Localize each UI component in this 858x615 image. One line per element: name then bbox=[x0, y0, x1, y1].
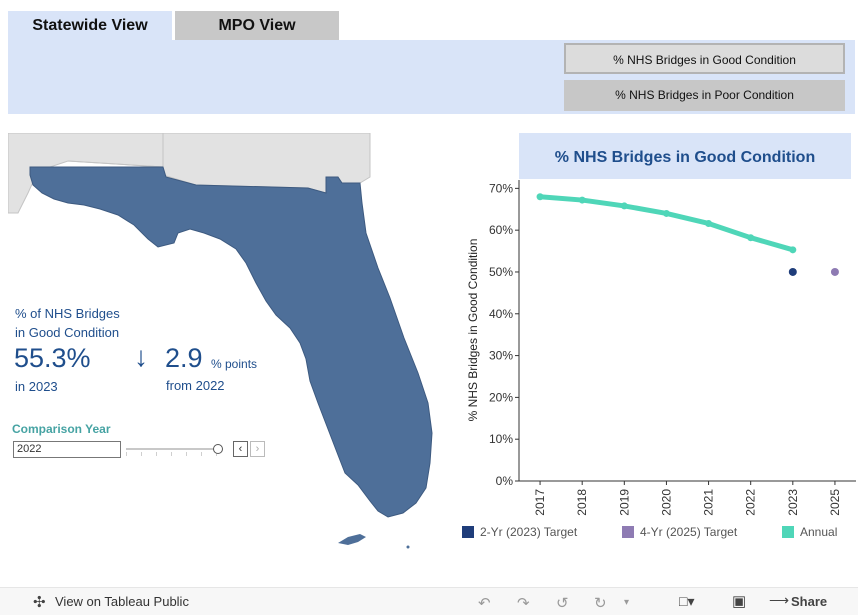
legend-swatch-4yr bbox=[622, 526, 634, 538]
legend-item-4yr-target[interactable]: 4-Yr (2025) Target bbox=[622, 525, 737, 539]
x-tick-label: 2025 bbox=[828, 489, 842, 516]
series-layer bbox=[536, 193, 839, 276]
good-condition-button[interactable]: % NHS Bridges in Good Condition bbox=[564, 43, 845, 74]
download-icon[interactable]: □▾ bbox=[679, 593, 695, 609]
legend-item-2yr-target[interactable]: 2-Yr (2023) Target bbox=[462, 525, 577, 539]
legend-label-annual: Annual bbox=[800, 525, 838, 539]
legend-item-annual[interactable]: Annual bbox=[782, 525, 837, 539]
refresh-icon[interactable]: ↻ bbox=[594, 595, 607, 612]
comparison-year-slider-track[interactable] bbox=[126, 448, 218, 450]
kpi-title-line2: in Good Condition bbox=[15, 325, 120, 340]
chart-legend: 2-Yr (2023) Target 4-Yr (2025) Target An… bbox=[460, 522, 858, 544]
target-2023-point bbox=[788, 267, 797, 276]
florida-map[interactable] bbox=[7, 132, 458, 553]
annual-point-2019 bbox=[620, 202, 628, 210]
poor-condition-button[interactable]: % NHS Bridges in Poor Condition bbox=[564, 80, 845, 111]
x-axis: 2017 2018 2019 2020 2021 2022 2023 2025 bbox=[519, 480, 856, 516]
y-tick-label: 60% bbox=[489, 223, 513, 237]
next-year-button[interactable]: › bbox=[250, 441, 265, 457]
chart-title: % NHS Bridges in Good Condition bbox=[519, 133, 851, 179]
kpi-change-year: from 2022 bbox=[166, 378, 225, 393]
x-tick-label: 2022 bbox=[744, 489, 758, 516]
kpi-change-value: 2.9 bbox=[165, 343, 203, 373]
tab-statewide-view[interactable]: Statewide View bbox=[8, 11, 172, 40]
kpi-value: 55.3% bbox=[14, 343, 91, 373]
y-tick-label: 40% bbox=[489, 307, 513, 321]
x-tick-label: 2023 bbox=[786, 489, 800, 516]
legend-label-2yr: 2-Yr (2023) Target bbox=[480, 525, 578, 539]
y-tick-label: 30% bbox=[489, 349, 513, 363]
previous-year-button[interactable]: ‹ bbox=[233, 441, 248, 457]
annual-point-2023 bbox=[789, 246, 797, 254]
y-tick-label: 0% bbox=[496, 474, 514, 488]
tableau-logo-icon: ✣ bbox=[33, 594, 46, 611]
map-svg bbox=[7, 132, 433, 549]
share-button[interactable]: Share bbox=[791, 594, 828, 609]
target-2025-point bbox=[830, 267, 839, 276]
pause-dropdown-icon[interactable]: ▾ bbox=[624, 597, 630, 608]
y-tick-label: 50% bbox=[489, 265, 513, 279]
fullscreen-icon[interactable]: ▣ bbox=[732, 593, 747, 610]
y-axis: 0% 10% 20% 30% 40% 50% 60% 70% bbox=[489, 180, 520, 488]
share-icon[interactable]: ⟶ bbox=[769, 592, 790, 608]
condition-line-chart[interactable]: % NHS Bridges in Good Condition 0% 10% 20%… bbox=[460, 180, 858, 520]
kpi-change-unit: % points bbox=[211, 357, 258, 371]
x-tick-label: 2018 bbox=[575, 489, 589, 516]
legend-swatch-2yr bbox=[462, 526, 474, 538]
down-arrow-icon: ↓ bbox=[134, 341, 148, 372]
comparison-year-slider-ticks bbox=[126, 452, 218, 456]
legend-label-4yr: 4-Yr (2025) Target bbox=[640, 525, 738, 539]
x-tick-label: 2020 bbox=[659, 489, 673, 516]
annual-series-line bbox=[537, 194, 796, 253]
undo-icon[interactable]: ↶ bbox=[478, 595, 491, 612]
legend-swatch-annual bbox=[782, 526, 794, 538]
kpi-title-line1: % of NHS Bridges bbox=[15, 306, 120, 321]
view-on-tableau-link[interactable]: View on Tableau Public bbox=[55, 594, 189, 609]
tab-mpo-view[interactable]: MPO View bbox=[175, 11, 339, 40]
florida-state-shape[interactable] bbox=[29, 166, 433, 518]
kpi-year: in 2023 bbox=[15, 379, 58, 394]
x-tick-label: 2021 bbox=[702, 489, 716, 516]
y-axis-label: % NHS Bridges in Good Condition bbox=[466, 239, 480, 422]
x-tick-label: 2017 bbox=[533, 489, 547, 516]
annual-point-2017 bbox=[536, 193, 544, 201]
comparison-year-slider-handle[interactable] bbox=[213, 444, 223, 454]
x-tick-label: 2019 bbox=[617, 489, 631, 516]
revert-icon[interactable]: ↺ bbox=[556, 595, 569, 612]
y-tick-label: 70% bbox=[489, 181, 513, 195]
annual-point-2018 bbox=[578, 196, 586, 204]
comparison-year-field[interactable]: 2022 bbox=[13, 441, 121, 458]
annual-point-2021 bbox=[705, 219, 713, 227]
y-tick-label: 20% bbox=[489, 390, 513, 404]
tableau-toolbar: ✣ View on Tableau Public ↶ ↷ ↺ ↻ ▾ □▾ ▣ … bbox=[0, 587, 858, 615]
annual-point-2022 bbox=[747, 234, 755, 242]
redo-icon[interactable]: ↷ bbox=[517, 595, 530, 612]
annual-point-2020 bbox=[662, 209, 670, 217]
comparison-year-label: Comparison Year bbox=[12, 422, 111, 436]
chart-svg: % NHS Bridges in Good Condition 0% 10% 20%… bbox=[466, 180, 856, 516]
florida-keys-shape bbox=[338, 534, 366, 545]
y-tick-label: 10% bbox=[489, 432, 513, 446]
neighbor-states-shape bbox=[7, 132, 371, 214]
